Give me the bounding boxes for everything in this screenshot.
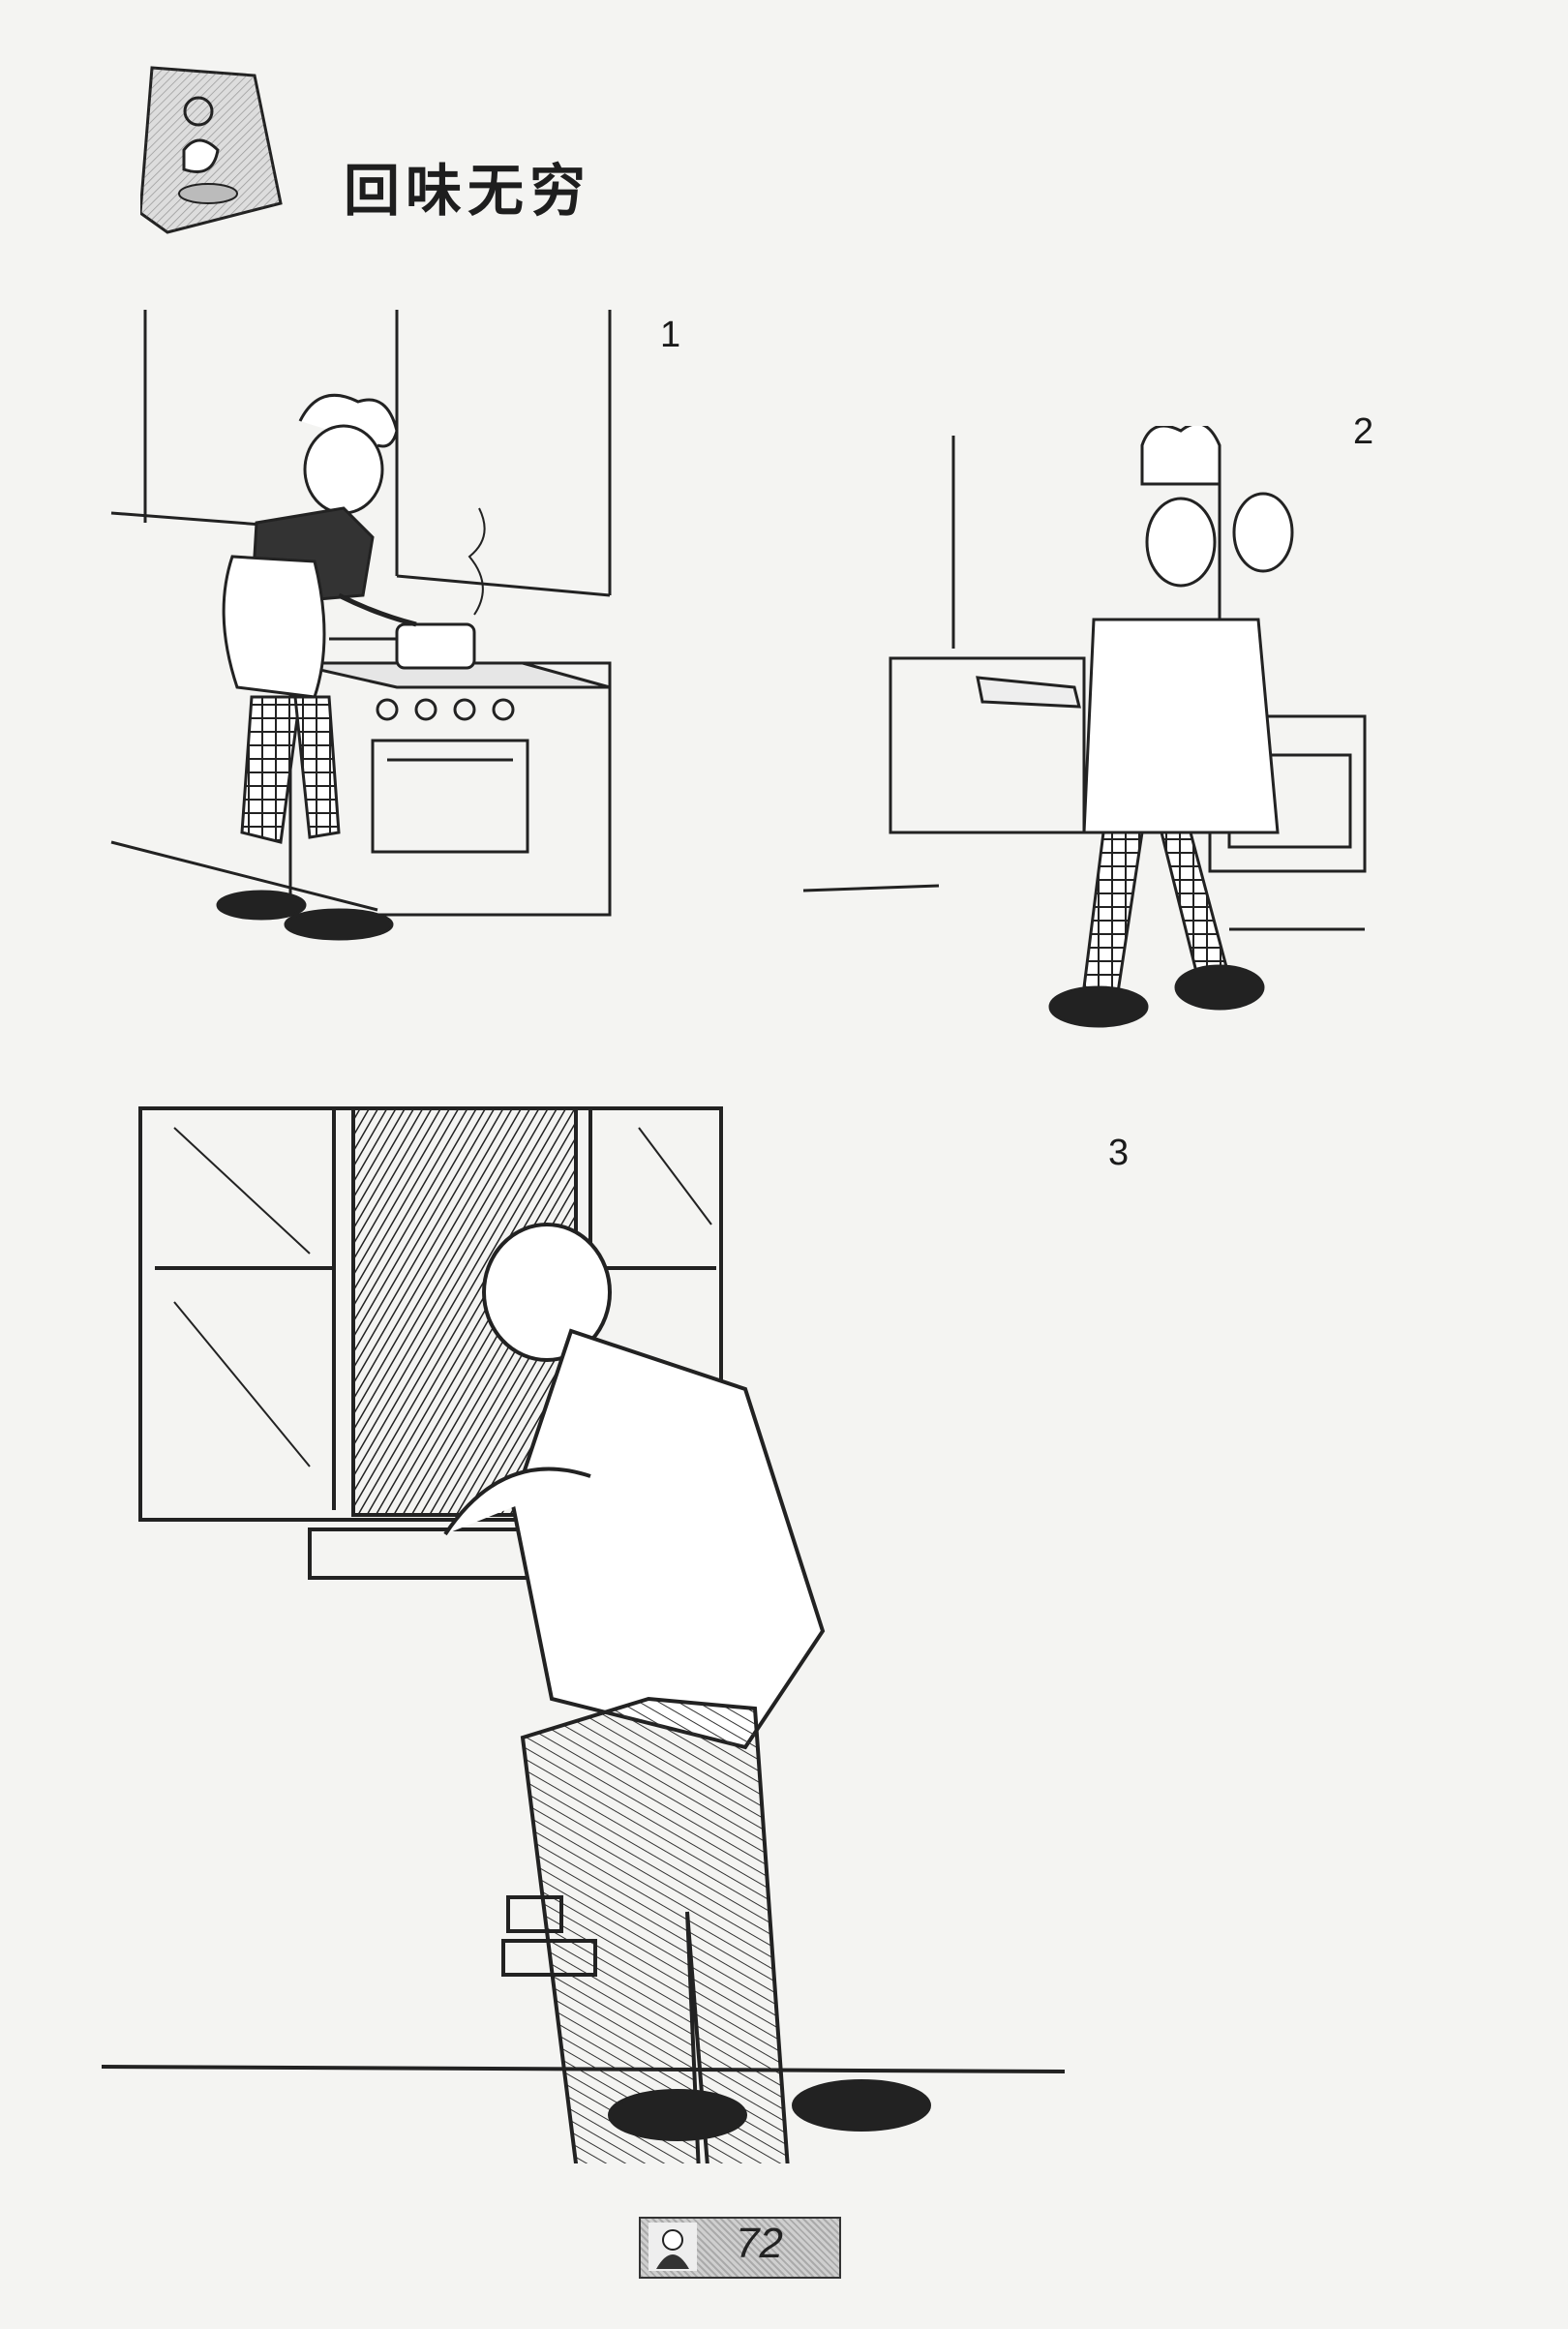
panel-number-1: 1 <box>660 315 681 355</box>
comic-logo-icon <box>140 66 283 234</box>
panel-3-illustration <box>101 1106 1066 2163</box>
panel-2-illustration <box>802 426 1367 1028</box>
page-number: 72 <box>736 2220 783 2267</box>
page-title: 回味无穷 <box>344 158 592 224</box>
page-number-badge <box>639 2217 841 2279</box>
page-number-portrait-icon <box>648 2223 697 2271</box>
panel-number-3: 3 <box>1108 1133 1130 1173</box>
panel-number-2: 2 <box>1353 411 1374 452</box>
panel-1-illustration <box>110 310 612 941</box>
